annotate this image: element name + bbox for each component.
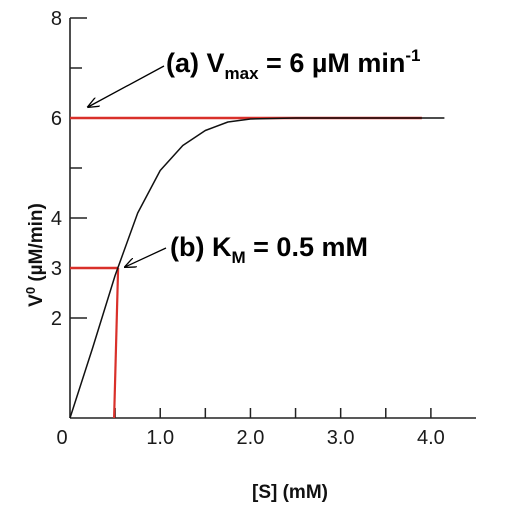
y-axis-title: V0 (µM/min) <box>23 203 47 307</box>
annotation-km-arrow <box>125 247 167 267</box>
y-tick-label: 8 <box>51 8 62 30</box>
y-tick-label: 3 <box>51 258 62 280</box>
y-tick-label: 6 <box>51 108 62 130</box>
annotation-vmax: (a) Vmax = 6 µM min-1 <box>166 46 421 83</box>
x-tick-label: 1.0 <box>146 427 174 449</box>
x-tick-label: 3.0 <box>327 427 355 449</box>
y-tick-label: 2 <box>51 308 62 330</box>
annotation-km: (b) KM = 0.5 mM <box>170 232 368 267</box>
ticks: 0 1.0 2.0 3.0 4.0 2 3 4 6 8 <box>51 8 445 449</box>
annotation-vmax-arrow <box>88 65 165 107</box>
x-tick-label: 0 <box>56 427 67 449</box>
km-drop-line <box>113 267 120 419</box>
reference-lines <box>70 116 422 419</box>
curve-group <box>69 117 445 419</box>
y-tick-label: 4 <box>51 208 62 230</box>
axes <box>69 18 476 419</box>
saturation-curve <box>69 117 445 419</box>
x-tick-label: 2.0 <box>237 427 265 449</box>
x-axis-title: [S] (mM) <box>252 482 328 503</box>
x-tick-label: 4.0 <box>417 427 445 449</box>
